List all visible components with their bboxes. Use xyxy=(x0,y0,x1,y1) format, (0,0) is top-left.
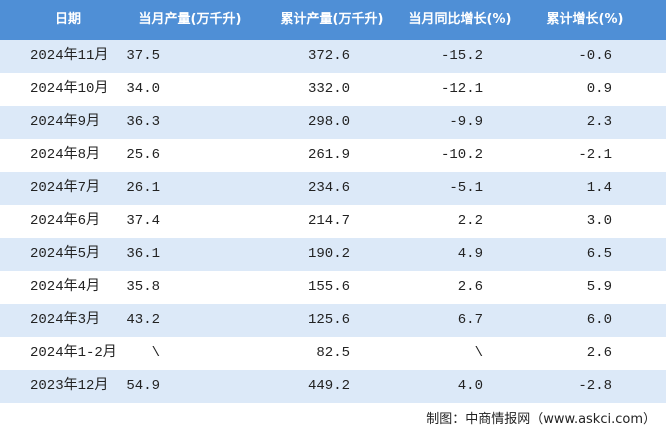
date-cell: 2024年10月 xyxy=(30,81,109,97)
date-cell: 2024年6月 xyxy=(30,213,101,229)
date-cell: 2024年1-2月 xyxy=(30,345,117,361)
source-note: 制图：中商情报网（www.askci.com） xyxy=(426,412,656,427)
value-cell: 4.9 xyxy=(457,246,483,262)
value-cell: -0.6 xyxy=(578,48,612,64)
value-cell: 214.7 xyxy=(307,213,350,229)
value-cell: 6.0 xyxy=(586,312,612,328)
value-cell: 82.5 xyxy=(316,345,350,361)
value-cell: 54.9 xyxy=(126,378,160,394)
table-row: 2024年3月 43.2 125.6 6.7 6.0 xyxy=(0,304,666,337)
value-cell: 37.5 xyxy=(126,48,160,64)
table-header: 日期 当月产量(万千升) 累计产量(万千升) 当月同比增长(%) 累计增长(%) xyxy=(0,0,666,40)
column-header: 当月同比增长(%) xyxy=(408,12,512,27)
value-cell: -10.2 xyxy=(440,147,483,163)
value-cell: 2.2 xyxy=(457,213,483,229)
table-row: 2024年11月 37.5 372.6 -15.2 -0.6 xyxy=(0,40,666,73)
value-cell: 6.7 xyxy=(457,312,483,328)
value-cell: 449.2 xyxy=(307,378,350,394)
value-cell: 0.9 xyxy=(586,81,612,97)
table-row: 2024年4月 35.8 155.6 2.6 5.9 xyxy=(0,271,666,304)
table-row: 2024年6月 37.4 214.7 2.2 3.0 xyxy=(0,205,666,238)
value-cell: -9.9 xyxy=(449,114,483,130)
value-cell: 2.6 xyxy=(457,279,483,295)
value-cell: 1.4 xyxy=(586,180,612,196)
date-cell: 2024年5月 xyxy=(30,246,101,262)
value-cell: -5.1 xyxy=(449,180,483,196)
date-cell: 2024年11月 xyxy=(30,48,109,64)
value-cell: 234.6 xyxy=(307,180,350,196)
value-cell: 43.2 xyxy=(126,312,160,328)
table-row: 2023年12月 54.9 449.2 4.0 -2.8 xyxy=(0,370,666,403)
value-cell: 36.1 xyxy=(126,246,160,262)
table-row: 2024年10月 34.0 332.0 -12.1 0.9 xyxy=(0,73,666,106)
table-row: 2024年8月 25.6 261.9 -10.2 -2.1 xyxy=(0,139,666,172)
value-cell: \ xyxy=(474,345,483,361)
value-cell: -2.1 xyxy=(578,147,612,163)
column-header: 日期 xyxy=(55,12,82,27)
value-cell: -15.2 xyxy=(440,48,483,64)
value-cell: 35.8 xyxy=(126,279,160,295)
value-cell: 2.6 xyxy=(586,345,612,361)
value-cell: 372.6 xyxy=(307,48,350,64)
table-row: 2024年1-2月 \ 82.5 \ 2.6 xyxy=(0,337,666,370)
date-cell: 2024年3月 xyxy=(30,312,101,328)
column-header: 累计产量(万千升) xyxy=(280,12,384,27)
column-header: 当月产量(万千升) xyxy=(138,12,242,27)
date-cell: 2024年9月 xyxy=(30,114,101,130)
value-cell: 26.1 xyxy=(126,180,160,196)
value-cell: 6.5 xyxy=(586,246,612,262)
table-row: 2024年9月 36.3 298.0 -9.9 2.3 xyxy=(0,106,666,139)
value-cell: 5.9 xyxy=(586,279,612,295)
column-header: 累计增长(%) xyxy=(546,12,624,27)
value-cell: 155.6 xyxy=(307,279,350,295)
value-cell: \ xyxy=(151,345,160,361)
value-cell: -2.8 xyxy=(578,378,612,394)
value-cell: 190.2 xyxy=(307,246,350,262)
value-cell: 261.9 xyxy=(307,147,350,163)
value-cell: 37.4 xyxy=(126,213,160,229)
date-cell: 2024年4月 xyxy=(30,279,101,295)
date-cell: 2024年7月 xyxy=(30,180,101,196)
date-cell: 2024年8月 xyxy=(30,147,101,163)
value-cell: 332.0 xyxy=(307,81,350,97)
table-row: 2024年7月 26.1 234.6 -5.1 1.4 xyxy=(0,172,666,205)
value-cell: 34.0 xyxy=(126,81,160,97)
table-row: 2024年5月 36.1 190.2 4.9 6.5 xyxy=(0,238,666,271)
value-cell: -12.1 xyxy=(440,81,483,97)
value-cell: 2.3 xyxy=(586,114,612,130)
value-cell: 36.3 xyxy=(126,114,160,130)
value-cell: 4.0 xyxy=(457,378,483,394)
date-cell: 2023年12月 xyxy=(30,378,109,394)
value-cell: 25.6 xyxy=(126,147,160,163)
value-cell: 298.0 xyxy=(307,114,350,130)
value-cell: 125.6 xyxy=(307,312,350,328)
value-cell: 3.0 xyxy=(586,213,612,229)
